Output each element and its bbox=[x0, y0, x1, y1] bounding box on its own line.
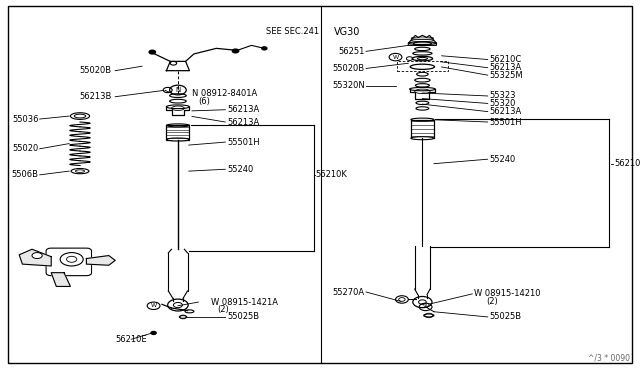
Text: 56213A: 56213A bbox=[227, 105, 259, 114]
Polygon shape bbox=[86, 256, 115, 265]
Text: 56210C: 56210C bbox=[490, 55, 522, 64]
Text: 56213A: 56213A bbox=[490, 107, 522, 116]
Text: 5506B: 5506B bbox=[12, 170, 38, 179]
Circle shape bbox=[168, 299, 188, 311]
Text: 55270A: 55270A bbox=[333, 288, 365, 296]
Text: 55501H: 55501H bbox=[490, 118, 522, 126]
Text: 55025B: 55025B bbox=[227, 312, 259, 321]
Polygon shape bbox=[408, 35, 436, 45]
Text: W: W bbox=[422, 304, 429, 310]
Text: W 08915-14210: W 08915-14210 bbox=[474, 289, 540, 298]
Text: 55501H: 55501H bbox=[227, 138, 260, 147]
Text: (2): (2) bbox=[218, 305, 229, 314]
Text: N 08912-8401A: N 08912-8401A bbox=[192, 89, 257, 98]
Text: 56213A: 56213A bbox=[227, 118, 259, 126]
Polygon shape bbox=[19, 249, 51, 266]
Ellipse shape bbox=[411, 137, 434, 140]
Circle shape bbox=[32, 253, 42, 259]
Text: N: N bbox=[175, 87, 180, 93]
Circle shape bbox=[60, 253, 83, 266]
Circle shape bbox=[232, 49, 239, 53]
Text: 55240: 55240 bbox=[227, 165, 253, 174]
Text: W 08915-1421A: W 08915-1421A bbox=[211, 298, 278, 307]
Text: 55025B: 55025B bbox=[490, 312, 522, 321]
Text: 56210K: 56210K bbox=[614, 159, 640, 168]
Text: 55240: 55240 bbox=[490, 155, 516, 164]
Polygon shape bbox=[51, 273, 70, 286]
Bar bbox=[166, 125, 189, 140]
Ellipse shape bbox=[166, 138, 189, 141]
Text: 55036: 55036 bbox=[12, 115, 38, 124]
Text: 56210K: 56210K bbox=[315, 170, 347, 179]
Circle shape bbox=[262, 47, 267, 50]
Text: W: W bbox=[150, 303, 157, 308]
Text: 56251: 56251 bbox=[339, 47, 365, 56]
Text: ^/3 * 0090: ^/3 * 0090 bbox=[588, 354, 630, 363]
Text: 55320N: 55320N bbox=[332, 81, 365, 90]
Circle shape bbox=[413, 296, 432, 308]
Text: 55020B: 55020B bbox=[80, 66, 112, 75]
Text: SEE SEC.241: SEE SEC.241 bbox=[266, 27, 319, 36]
Text: VG30: VG30 bbox=[334, 27, 360, 36]
Circle shape bbox=[149, 50, 156, 54]
Text: 56213A: 56213A bbox=[490, 63, 522, 72]
Text: (2): (2) bbox=[486, 297, 498, 306]
Text: (6): (6) bbox=[198, 97, 211, 106]
Bar bbox=[411, 120, 434, 138]
Text: 55323: 55323 bbox=[490, 92, 516, 100]
Text: 55320: 55320 bbox=[490, 99, 516, 108]
Circle shape bbox=[151, 331, 156, 334]
Text: 56213B: 56213B bbox=[79, 92, 112, 101]
Text: W: W bbox=[392, 55, 399, 60]
Text: 56210E: 56210E bbox=[115, 335, 147, 344]
Text: 55020B: 55020B bbox=[333, 64, 365, 73]
Text: 55325M: 55325M bbox=[490, 71, 524, 80]
Text: 55020: 55020 bbox=[12, 144, 38, 153]
